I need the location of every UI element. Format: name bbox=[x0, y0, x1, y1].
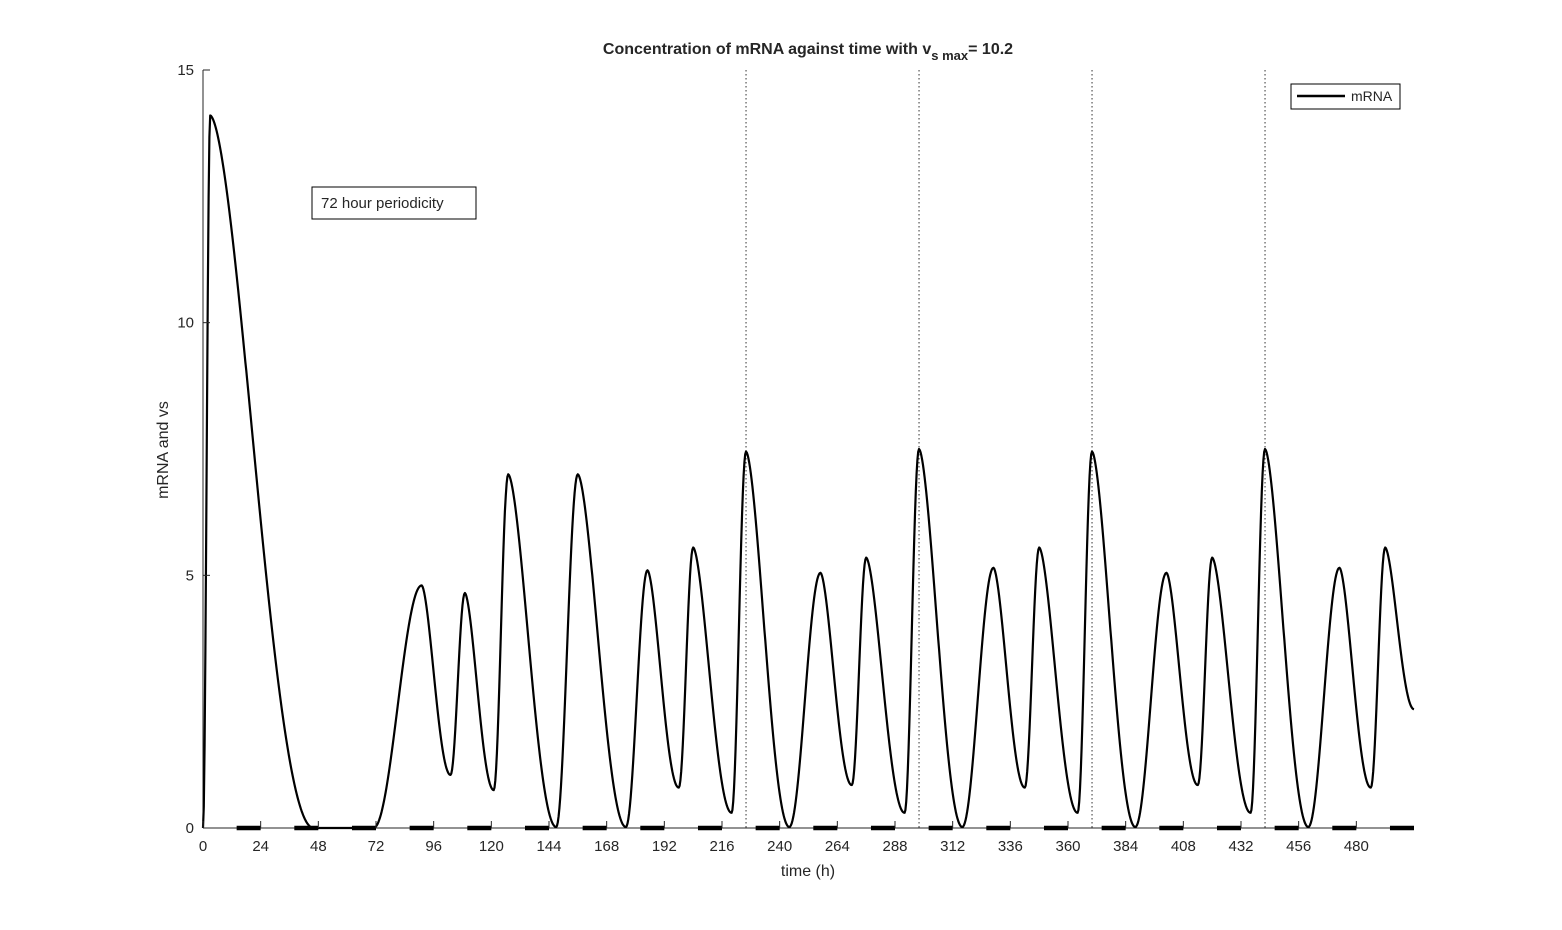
x-tick-label: 216 bbox=[709, 838, 734, 855]
x-tick-label: 48 bbox=[310, 838, 327, 855]
y-axis-label: mRNA and vs bbox=[155, 401, 172, 499]
x-tick-label: 96 bbox=[425, 838, 442, 855]
x-tick-label: 144 bbox=[536, 838, 561, 855]
title-suffix: = 10.2 bbox=[968, 41, 1013, 58]
x-axis-label: time (h) bbox=[781, 863, 835, 880]
series-line-mrna bbox=[201, 114, 1415, 830]
annotation-box: 72 hour periodicity bbox=[311, 186, 477, 220]
vertical-markers bbox=[745, 70, 1266, 828]
y-tick-label: 10 bbox=[177, 315, 194, 332]
x-tick-label: 120 bbox=[479, 838, 504, 855]
y-tick-label: 15 bbox=[177, 62, 194, 79]
x-tick-label: 72 bbox=[368, 838, 385, 855]
y-tick-label: 5 bbox=[186, 567, 194, 584]
y-tick-label: 0 bbox=[186, 820, 194, 837]
chart-title: Concentration of mRNA against time with … bbox=[603, 41, 1013, 63]
axes-box bbox=[202, 70, 1414, 829]
title-subscript: s max bbox=[931, 48, 969, 63]
x-ticks: 0 24 48 72 96 120 144 168 192 216 240 264 288 312 336 3… bbox=[199, 821, 1369, 855]
x-tick-label: 288 bbox=[882, 838, 907, 855]
x-tick-label: 264 bbox=[825, 838, 850, 855]
x-tick-label: 432 bbox=[1228, 838, 1253, 855]
series-layer bbox=[201, 114, 1415, 831]
x-tick-label: 480 bbox=[1344, 838, 1369, 855]
y-ticks: 0 5 10 15 bbox=[177, 62, 210, 837]
x-tick-label: 408 bbox=[1171, 838, 1196, 855]
x-tick-label: 24 bbox=[252, 838, 269, 855]
title-prefix: Concentration of mRNA against time with … bbox=[603, 41, 931, 58]
legend[interactable]: mRNA bbox=[1290, 83, 1401, 110]
x-tick-label: 360 bbox=[1055, 838, 1080, 855]
legend-label-mrna: mRNA bbox=[1351, 88, 1393, 104]
annotation-text: 72 hour periodicity bbox=[321, 195, 444, 212]
x-tick-label: 456 bbox=[1286, 838, 1311, 855]
x-tick-label: 240 bbox=[767, 838, 792, 855]
x-tick-label: 312 bbox=[940, 838, 965, 855]
x-tick-label: 0 bbox=[199, 838, 207, 855]
x-tick-label: 336 bbox=[998, 838, 1023, 855]
x-tick-label: 168 bbox=[594, 838, 619, 855]
annotation-frame bbox=[311, 186, 477, 220]
x-tick-label: 384 bbox=[1113, 838, 1138, 855]
x-tick-label: 192 bbox=[652, 838, 677, 855]
